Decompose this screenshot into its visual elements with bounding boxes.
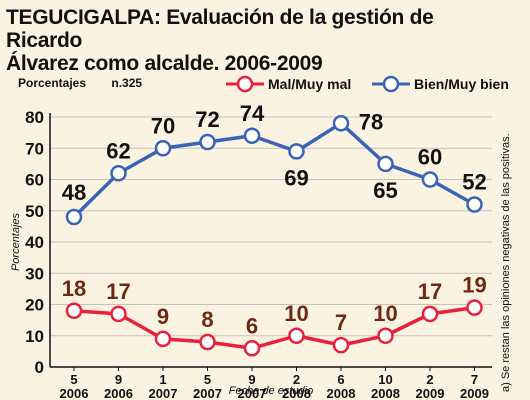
data-point	[243, 127, 261, 144]
data-point	[421, 171, 439, 188]
x-tick-label: 2007	[149, 386, 178, 400]
data-label: 65	[373, 178, 397, 203]
data-point	[288, 327, 305, 344]
data-label: 10	[373, 301, 397, 326]
unit-label: Porcentajes	[18, 76, 87, 90]
x-tick-label: 2008	[371, 386, 400, 400]
y-axis-label: Porcentajes	[10, 212, 22, 271]
x-tick-label: 2009	[460, 386, 489, 400]
x-axis-label: Fecha de estudio	[229, 385, 313, 397]
data-point	[199, 333, 216, 351]
data-point	[154, 140, 172, 157]
x-tick-label: 2	[426, 372, 433, 387]
series-line	[72, 121, 476, 219]
title-line-2: Álvarez como alcalde. 2006-2009	[6, 52, 323, 75]
data-point	[110, 165, 127, 182]
data-point	[65, 208, 83, 226]
data-label: 60	[418, 145, 442, 170]
legend-marker	[236, 75, 254, 93]
x-tick-label: 2007	[238, 386, 267, 400]
data-label: 19	[462, 273, 486, 298]
x-tick-label: 2008	[327, 386, 356, 400]
data-label: 17	[106, 279, 130, 304]
y-tick-label: 20	[25, 296, 44, 315]
x-tick-label: 5	[204, 372, 211, 387]
legend-label: Mal/Muy mal	[268, 76, 351, 92]
data-label: 48	[62, 180, 86, 205]
data-label: 78	[359, 109, 383, 134]
x-tick-label: 9	[248, 372, 255, 387]
y-tick-label: 30	[25, 264, 44, 283]
data-point	[466, 299, 483, 316]
x-tick-label: 10	[378, 372, 392, 387]
data-label: 17	[418, 279, 442, 304]
data-label: 62	[106, 138, 130, 163]
data-label: 74	[240, 101, 265, 126]
x-tick-label: 5	[70, 372, 77, 387]
chart-title: TEGUCIGALPA: Evaluación de la gestión de…	[6, 6, 506, 75]
x-tick-label: 9	[115, 372, 122, 387]
data-label: 6	[246, 313, 258, 338]
x-tick-label: 1	[159, 372, 166, 387]
data-label: 70	[151, 113, 175, 138]
data-label: 72	[195, 107, 219, 132]
data-point	[466, 196, 483, 213]
side-note-text: a) Se restan las opiniones negativas de …	[500, 133, 512, 392]
y-tick-label: 80	[25, 108, 44, 127]
x-tick-label: 7	[471, 372, 478, 387]
data-point	[65, 302, 83, 319]
data-point	[377, 327, 394, 344]
data-label: 9	[157, 304, 169, 329]
x-tick-label: 2009	[416, 386, 445, 400]
x-tick-label: 2006	[60, 386, 89, 400]
data-point	[332, 115, 350, 132]
data-label: 52	[462, 170, 486, 195]
data-label: 69	[284, 165, 308, 190]
data-point	[288, 143, 305, 160]
x-tick-label: 6	[337, 372, 344, 387]
y-tick-label: 60	[25, 171, 44, 190]
data-label: 7	[335, 310, 347, 335]
y-tick-label: 10	[25, 327, 44, 346]
legend-marker	[382, 75, 400, 93]
x-tick-label: 2008	[282, 386, 311, 400]
y-tick-label: 50	[25, 202, 44, 221]
x-tick-label: 2006	[104, 386, 133, 400]
data-point	[377, 155, 394, 173]
side-note: a) Se restan las opiniones negativas de …	[500, 120, 528, 392]
data-point	[110, 305, 127, 323]
y-tick-label: 70	[25, 139, 44, 158]
data-point	[332, 336, 350, 354]
data-label: 18	[62, 276, 86, 301]
legend-label: Bien/Muy bien	[414, 76, 509, 92]
x-tick-label: 2	[293, 372, 300, 387]
subtitle-row: Porcentajes n.325	[18, 76, 164, 90]
series-line	[73, 305, 475, 350]
data-label: 10	[284, 301, 308, 326]
data-point	[199, 133, 216, 151]
x-tick-label: 2007	[193, 386, 222, 400]
data-label: 8	[201, 307, 213, 332]
sample-label: n.325	[111, 76, 143, 90]
data-point	[421, 305, 439, 323]
y-tick-label: 0	[35, 358, 44, 377]
data-point	[154, 330, 172, 348]
data-point	[243, 340, 261, 357]
title-line-1: TEGUCIGALPA: Evaluación de la gestión de…	[6, 6, 434, 52]
y-tick-label: 40	[25, 233, 44, 252]
